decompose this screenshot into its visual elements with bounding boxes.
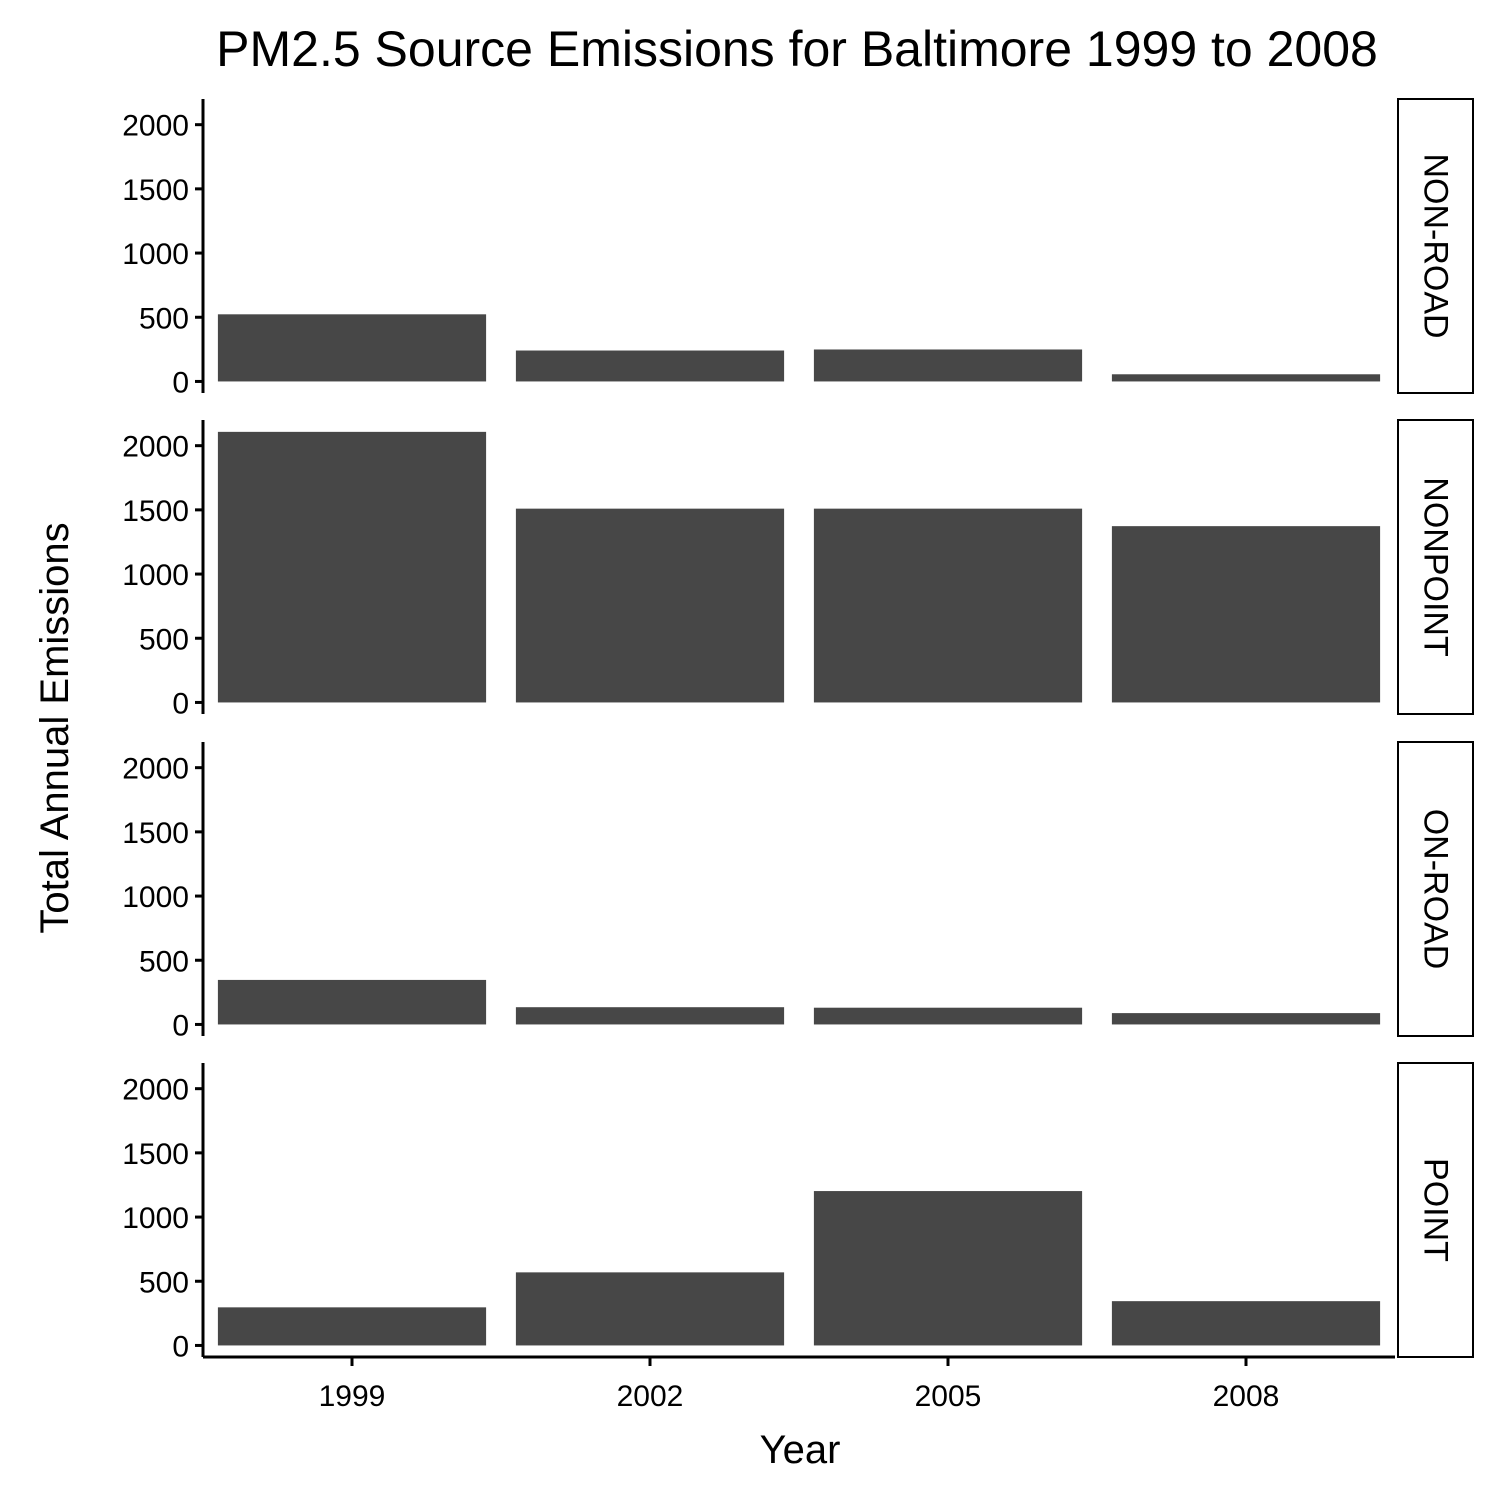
y-axis-title: Total Annual Emissions (33, 522, 77, 933)
y-tick-label: 1000 (122, 1202, 189, 1235)
x-tick-label-2005: 2005 (915, 1380, 982, 1413)
facet-strip (1397, 419, 1474, 715)
y-tick-label: 0 (172, 366, 189, 399)
bar-point-1999 (217, 1307, 487, 1346)
bar-non-road-2005 (813, 349, 1083, 382)
bar-on-road-2005 (813, 1007, 1083, 1025)
facet-strip-label: NON-ROAD (1417, 153, 1455, 338)
bar-nonpoint-1999 (217, 431, 487, 703)
y-tick-label: 2000 (122, 753, 189, 786)
facet-strip-label: ON-ROAD (1417, 809, 1455, 970)
y-tick-label: 1500 (122, 495, 189, 528)
y-tick-label: 1000 (122, 238, 189, 271)
bar-point-2002 (515, 1272, 785, 1346)
bar-on-road-2002 (515, 1007, 785, 1025)
y-tick-label: 1000 (122, 881, 189, 914)
y-tick-label: 2000 (122, 110, 189, 143)
facet-panel-nonpoint: 0 500 1000 1500 2000 NONPOINT (122, 419, 1474, 720)
x-tick-label-2002: 2002 (617, 1380, 684, 1413)
x-axis-title: Year (760, 1428, 841, 1472)
y-tick-label: 1500 (122, 817, 189, 850)
y-tick-label: 2000 (122, 1074, 189, 1107)
y-tick-label: 500 (139, 623, 189, 656)
facet-panel-point: 0 500 1000 1500 2000 POINT (122, 1062, 1474, 1363)
bar-non-road-2008 (1111, 374, 1381, 382)
y-tick-label: 500 (139, 1266, 189, 1299)
y-tick-label: 0 (172, 1330, 189, 1363)
bar-nonpoint-2002 (515, 508, 785, 703)
y-tick-label: 1500 (122, 1138, 189, 1171)
bar-non-road-2002 (515, 350, 785, 382)
bar-on-road-1999 (217, 979, 487, 1025)
y-tick-label: 0 (172, 687, 189, 720)
y-tick-label: 500 (139, 302, 189, 335)
y-tick-label: 1000 (122, 559, 189, 592)
bar-on-road-2008 (1111, 1013, 1381, 1025)
facet-strip-label: NONPOINT (1417, 477, 1455, 656)
facet-panels: 0 500 1000 1500 2000 NON-ROAD 0 500 1000 1500 2000… (122, 98, 1474, 1413)
bar-point-2005 (813, 1191, 1083, 1346)
facet-strip (1397, 1062, 1474, 1358)
x-axis: 1999 2002 2005 2008 (203, 1355, 1395, 1413)
facet-strip-label: POINT (1417, 1158, 1455, 1262)
facet-strip (1397, 98, 1474, 394)
facet-panel-on-road: 0 500 1000 1500 2000 ON-ROAD (122, 741, 1474, 1042)
y-tick-label: 1500 (122, 174, 189, 207)
y-tick-label: 2000 (122, 431, 189, 464)
x-tick-label-2008: 2008 (1213, 1380, 1280, 1413)
y-tick-label: 0 (172, 1009, 189, 1042)
bar-point-2008 (1111, 1301, 1381, 1346)
bar-nonpoint-2005 (813, 508, 1083, 703)
bar-non-road-1999 (217, 314, 487, 382)
facet-strip (1397, 741, 1474, 1037)
chart-title: PM2.5 Source Emissions for Baltimore 199… (216, 21, 1378, 77)
facet-panel-non-road: 0 500 1000 1500 2000 NON-ROAD (122, 98, 1474, 399)
bar-nonpoint-2008 (1111, 526, 1381, 703)
x-tick-label-1999: 1999 (319, 1380, 386, 1413)
y-tick-label: 500 (139, 945, 189, 978)
